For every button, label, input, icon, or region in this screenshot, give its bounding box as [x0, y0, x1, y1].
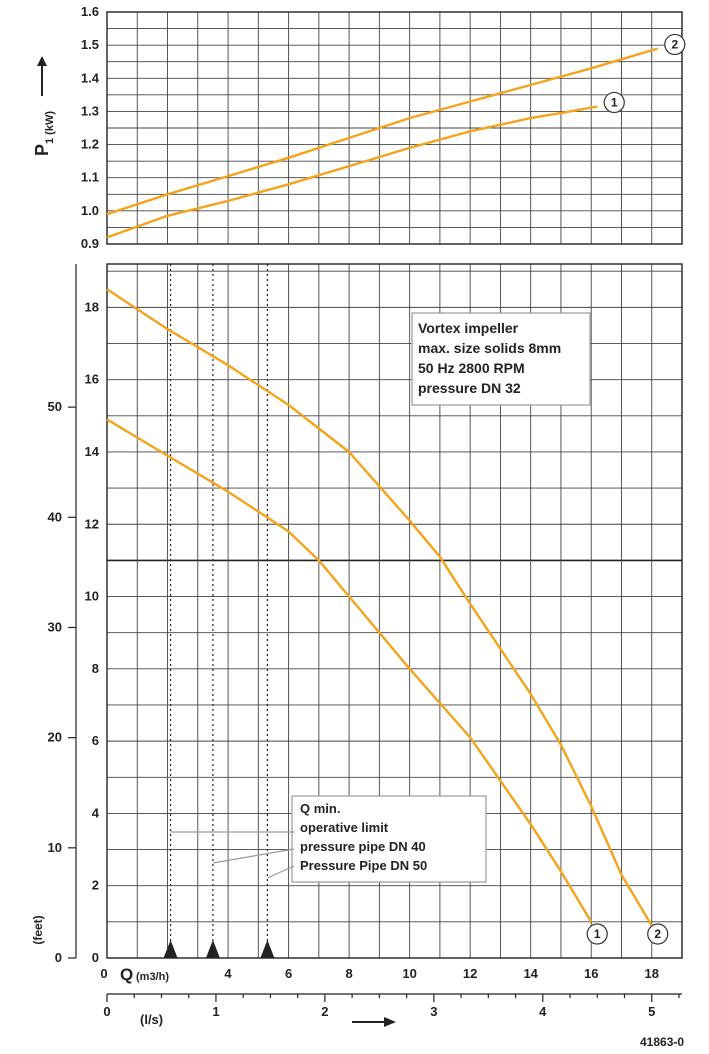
power-panel: 0.9 1.0 1.1 1.2 1.3 1.4 1.5 1.6 P1 (kW) 1 2 [32, 4, 686, 251]
flow-tick-m3h: 8 [345, 966, 352, 981]
head-tick-m: 4 [92, 805, 100, 820]
head-tick-feet: 10 [48, 840, 62, 855]
flow-tick-m3h: 12 [463, 966, 477, 981]
flow-tick-ls: 1 [212, 1004, 219, 1019]
power-curve-marker-label: 2 [671, 37, 678, 51]
info-box-line: Vortex impeller [418, 320, 519, 336]
power-axis-label: P1 (kW) [32, 111, 56, 156]
power-tick-label: 1.0 [81, 203, 99, 218]
power-tick-label: 1.2 [81, 137, 99, 152]
qmin-legend-line: Pressure Pipe DN 50 [300, 858, 427, 873]
head-tick-m: 16 [85, 372, 99, 387]
flow-axis-m3h-symbol: Q [120, 965, 133, 984]
head-tick-m: 0 [92, 950, 99, 965]
info-box-line: 50 Hz 2800 RPM [418, 360, 525, 376]
qmin-triangle [205, 940, 220, 958]
head-tick-feet: 40 [48, 509, 62, 524]
flow-tick-ls: 5 [648, 1004, 655, 1019]
qmin-triangle [260, 940, 275, 958]
head-tick-m: 12 [85, 516, 99, 531]
power-axis-arrow [37, 56, 47, 96]
flow-tick-m3h: 10 [402, 966, 416, 981]
head-frame [106, 263, 683, 959]
flow-tick-ls: 3 [430, 1004, 437, 1019]
power-tick-label: 1.1 [81, 170, 99, 185]
power-curve-marker-label: 1 [611, 95, 618, 109]
flow-axis-m3h-unit: (m3/h) [136, 971, 169, 983]
flow-tick-m3h: 4 [224, 966, 232, 981]
head-feet-label: (feet) [31, 915, 45, 944]
power-arrow-head [37, 56, 47, 66]
head-curve-marker-2 [647, 923, 669, 945]
flow-tick-m3h: 6 [285, 966, 292, 981]
flow-axis-ls-unit: (l/s) [140, 1012, 163, 1027]
qmin-legend-box [291, 795, 487, 883]
flow-axes: 0 4 6 8 10 12 14 16 18Q (m3/h)0 1 2 3 4 5(l/s)41863-0 [100, 965, 684, 1049]
head-tick-m: 2 [92, 878, 99, 893]
flow-tick-m3h: 18 [645, 966, 659, 981]
info-box-line: max. size solids 8mm [418, 340, 561, 356]
power-curve-1 [106, 105, 598, 239]
head-curve-2 [106, 288, 653, 927]
head-curve-marker-1 [586, 923, 608, 945]
power-curve-marker-2 [664, 33, 686, 56]
power-tick-label: 1.5 [81, 37, 99, 52]
power-axis-unit: 1 (kW) [44, 111, 56, 144]
head-tick-m: 14 [85, 444, 100, 459]
info-box [411, 312, 591, 406]
head-tick-m: 10 [85, 589, 99, 604]
head-curve-marker-label: 1 [594, 927, 601, 941]
head-curve-marker-label: 2 [654, 927, 661, 941]
head-tick-feet: 30 [48, 619, 62, 634]
qmin-leader-line [267, 865, 295, 879]
head-tick-m: 8 [92, 661, 99, 676]
figure-code: 41863-0 [640, 1035, 684, 1049]
power-axis-symbol: P [32, 144, 52, 156]
power-tick-label: 1.4 [81, 70, 100, 85]
power-frame [106, 11, 683, 245]
head-tick-feet: 20 [48, 730, 62, 745]
head-tick-m: 6 [92, 733, 99, 748]
power-curve-2 [106, 47, 659, 216]
qmin-triangle [163, 940, 178, 958]
flow-tick-ls: 2 [321, 1004, 328, 1019]
flow-tick-m3h: 16 [584, 966, 598, 981]
power-tick-label: 0.9 [81, 236, 99, 251]
flow-tick-m3h: 14 [523, 966, 538, 981]
info-box-line: pressure DN 32 [418, 380, 521, 396]
qmin-legend-line: Q min. [300, 801, 340, 816]
power-tick-label: 1.3 [81, 103, 99, 118]
flow-tick-ls: 4 [539, 1004, 547, 1019]
head-tick-feet: 50 [48, 399, 62, 414]
flow-tick-m3h: 0 [100, 966, 107, 981]
head-tick-m: 18 [85, 299, 99, 314]
qmin-leader-line [212, 848, 295, 864]
flow-tick-ls: 0 [103, 1004, 110, 1019]
qmin-legend-line: operative limit [300, 820, 389, 835]
flow-arrow-head [384, 1017, 396, 1027]
qmin-legend-line: pressure pipe DN 40 [300, 839, 426, 854]
head-curve-1 [106, 418, 593, 923]
power-curve-marker-1 [603, 91, 625, 114]
power-tick-label: 1.6 [81, 4, 99, 19]
head-tick-feet: 0 [55, 950, 62, 965]
